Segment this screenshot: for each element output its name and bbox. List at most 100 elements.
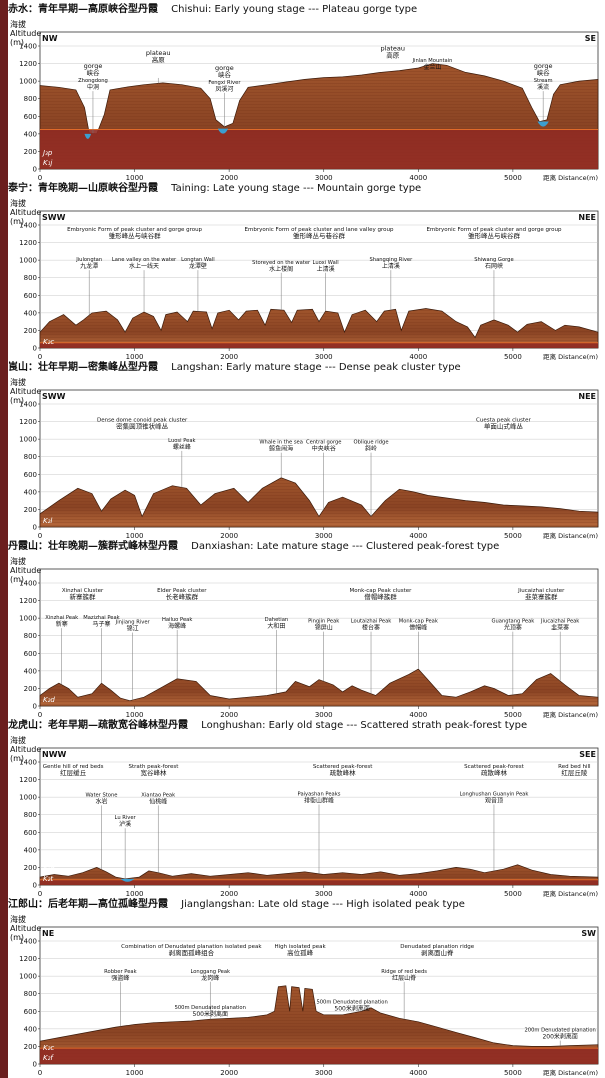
group-label-en: Elder Peak cluster	[157, 588, 207, 594]
direction-right: SW	[581, 929, 596, 938]
altitude-axis-label: 海拔 Altitude (m)	[10, 736, 41, 763]
stratum-label: K₂c	[43, 1044, 54, 1052]
feature-name-zh: 200米剥离面	[542, 1033, 577, 1041]
y-tick-label: 200	[24, 864, 37, 872]
y-tick-label: 1000	[19, 973, 37, 981]
altitude-label-line: (m)	[10, 38, 25, 47]
group-label-zh: 宽谷峰林	[140, 768, 167, 777]
feature-name-en: 200m Denudated planation	[525, 1028, 596, 1034]
x-tick-label: 3000	[315, 890, 333, 897]
stratum-label: K₂l	[43, 517, 52, 525]
altitude-label-line: Altitude	[10, 208, 42, 217]
feature-name-en: Jinjiang River	[115, 620, 151, 626]
feature-name-en: Luosi Peak	[168, 438, 195, 444]
panel-title-zh: 江郎山：后老年期—高位孤峰型丹霞	[8, 899, 168, 910]
distance-axis-label: 距离 Distance(m)	[543, 889, 598, 897]
panel-title-en: Longhushan: Early old stage --- Scattere…	[198, 720, 528, 731]
panel-title: 丹霞山：壮年晚期—簇群式峰林型丹霞 Danxiashan: Late matur…	[8, 539, 499, 555]
feature-name-en: Loutaizhai Peak	[351, 619, 392, 625]
y-tick-label: 600	[24, 471, 37, 479]
feature-name-en: Lu River	[115, 815, 137, 821]
x-tick-label: 0	[38, 353, 42, 360]
group-label-en: Combination of Denudated planation isola…	[121, 944, 262, 950]
y-tick-label: 0	[33, 882, 37, 890]
group-label-zh: 雏形峰丛与峡谷群	[109, 231, 162, 240]
y-tick-label: 400	[24, 667, 37, 675]
group-label-en: Xinzhai Cluster	[62, 588, 104, 594]
feature-name-zh: 水岩	[95, 797, 107, 805]
group-label-zh: 红层丘陵	[561, 768, 588, 777]
x-tick-label: 2000	[220, 890, 238, 897]
group-label-zh: 剥离面山脊	[421, 948, 454, 957]
direction-left: NW	[42, 34, 58, 43]
feature-type-en: plateau	[146, 49, 171, 57]
group-label-zh: 雏形峰丛与峡谷群	[468, 231, 521, 240]
distance-axis-label: 距离 Distance(m)	[543, 531, 598, 539]
x-tick-label: 1000	[126, 890, 144, 897]
feature-name-en: Jiucaizhai Peak	[540, 619, 579, 625]
profile-panel: 崀山：壮年早期—密集峰丛型丹霞 Langshan: Early mature s…	[8, 360, 605, 539]
altitude-label-line: 海拔	[10, 199, 26, 208]
panel-title-zh: 丹霞山：壮年晚期—簇群式峰林型丹霞	[8, 541, 178, 552]
feature-name-en: 500m Denudated planation	[316, 1000, 387, 1006]
y-tick-label: 800	[24, 453, 37, 461]
feature-name-en: Paiyashan Peaks	[298, 792, 341, 798]
stratum-label: K₂f	[43, 1054, 54, 1062]
panel-title-en: Taining: Late young stage --- Mountain g…	[168, 183, 422, 194]
feature-name-en: Xinzhai Peak	[45, 615, 78, 621]
feature-name-zh: 鲸鱼闹海	[269, 445, 293, 453]
profile-sheet: 赤水：青年早期—高原峡谷型丹霞 Chishui: Early young sta…	[8, 0, 605, 1078]
y-tick-label: 800	[24, 95, 37, 103]
x-tick-label: 5000	[504, 532, 522, 539]
y-tick-label: 400	[24, 1025, 37, 1033]
feature-name-zh: 斜岭	[365, 445, 377, 453]
water-body	[84, 133, 92, 139]
altitude-label-line: 海拔	[10, 378, 26, 387]
base-stratum	[40, 879, 598, 885]
x-tick-label: 1000	[126, 174, 144, 181]
direction-right: NEE	[578, 392, 596, 401]
x-tick-label: 0	[38, 711, 42, 718]
altitude-label-line: 海拔	[10, 20, 26, 29]
group-label-en: Embryonic Form of peak cluster and lane …	[245, 227, 394, 233]
panel-title-en: Danxiashan: Late mature stage --- Cluste…	[188, 541, 500, 552]
base-stratum	[40, 342, 598, 348]
feature-type-en: gorge	[215, 64, 234, 72]
y-tick-label: 1400	[19, 401, 37, 409]
feature-name-en: Shangqing River	[370, 257, 414, 263]
feature-name-en: Storeyed on the water	[252, 260, 311, 266]
direction-right: SE	[585, 34, 596, 43]
stratum-label: K₂c	[43, 338, 54, 346]
direction-left: NE	[42, 929, 54, 938]
altitude-label-line: 海拔	[10, 915, 26, 924]
feature-name-en: Zhongdong	[78, 78, 108, 84]
group-label-zh: 疏散峰林	[481, 768, 508, 777]
feature-name-en: Guangtang Peak	[491, 619, 534, 625]
panel-title: 赤水：青年早期—高原峡谷型丹霞 Chishui: Early young sta…	[8, 2, 417, 18]
x-tick-label: 5000	[504, 353, 522, 360]
feature-type-zh: 高原	[152, 55, 166, 64]
group-label-zh: 红层缓丘	[60, 768, 87, 777]
feature-name-en: Central gorge	[306, 440, 342, 446]
y-tick-label: 1400	[19, 759, 37, 767]
feature-name-zh: 新寨	[56, 620, 68, 628]
y-tick-label: 600	[24, 292, 37, 300]
y-tick-label: 600	[24, 113, 37, 121]
profile-panel: 泰宁：青年晚期—山原峡谷型丹霞 Taining: Late young stag…	[8, 181, 605, 360]
y-tick-label: 200	[24, 327, 37, 335]
feature-name-en: Oblique ridge	[354, 440, 389, 446]
group-label-en: Denudated planation ridge	[400, 944, 475, 950]
direction-right: SEE	[579, 750, 596, 759]
x-tick-label: 0	[38, 532, 42, 539]
water-body	[120, 878, 135, 882]
panel-title-en: Jianglangshan: Late old stage --- High i…	[178, 899, 465, 910]
y-tick-label: 0	[33, 166, 37, 174]
feature-name-en: Pingjin Peak	[308, 619, 339, 625]
altitude-label-line: Altitude	[10, 924, 42, 933]
x-tick-label: 5000	[504, 711, 522, 718]
altitude-label-line: (m)	[10, 754, 25, 763]
feature-name-zh: 仙桃峰	[149, 797, 167, 805]
x-tick-label: 1000	[126, 532, 144, 539]
